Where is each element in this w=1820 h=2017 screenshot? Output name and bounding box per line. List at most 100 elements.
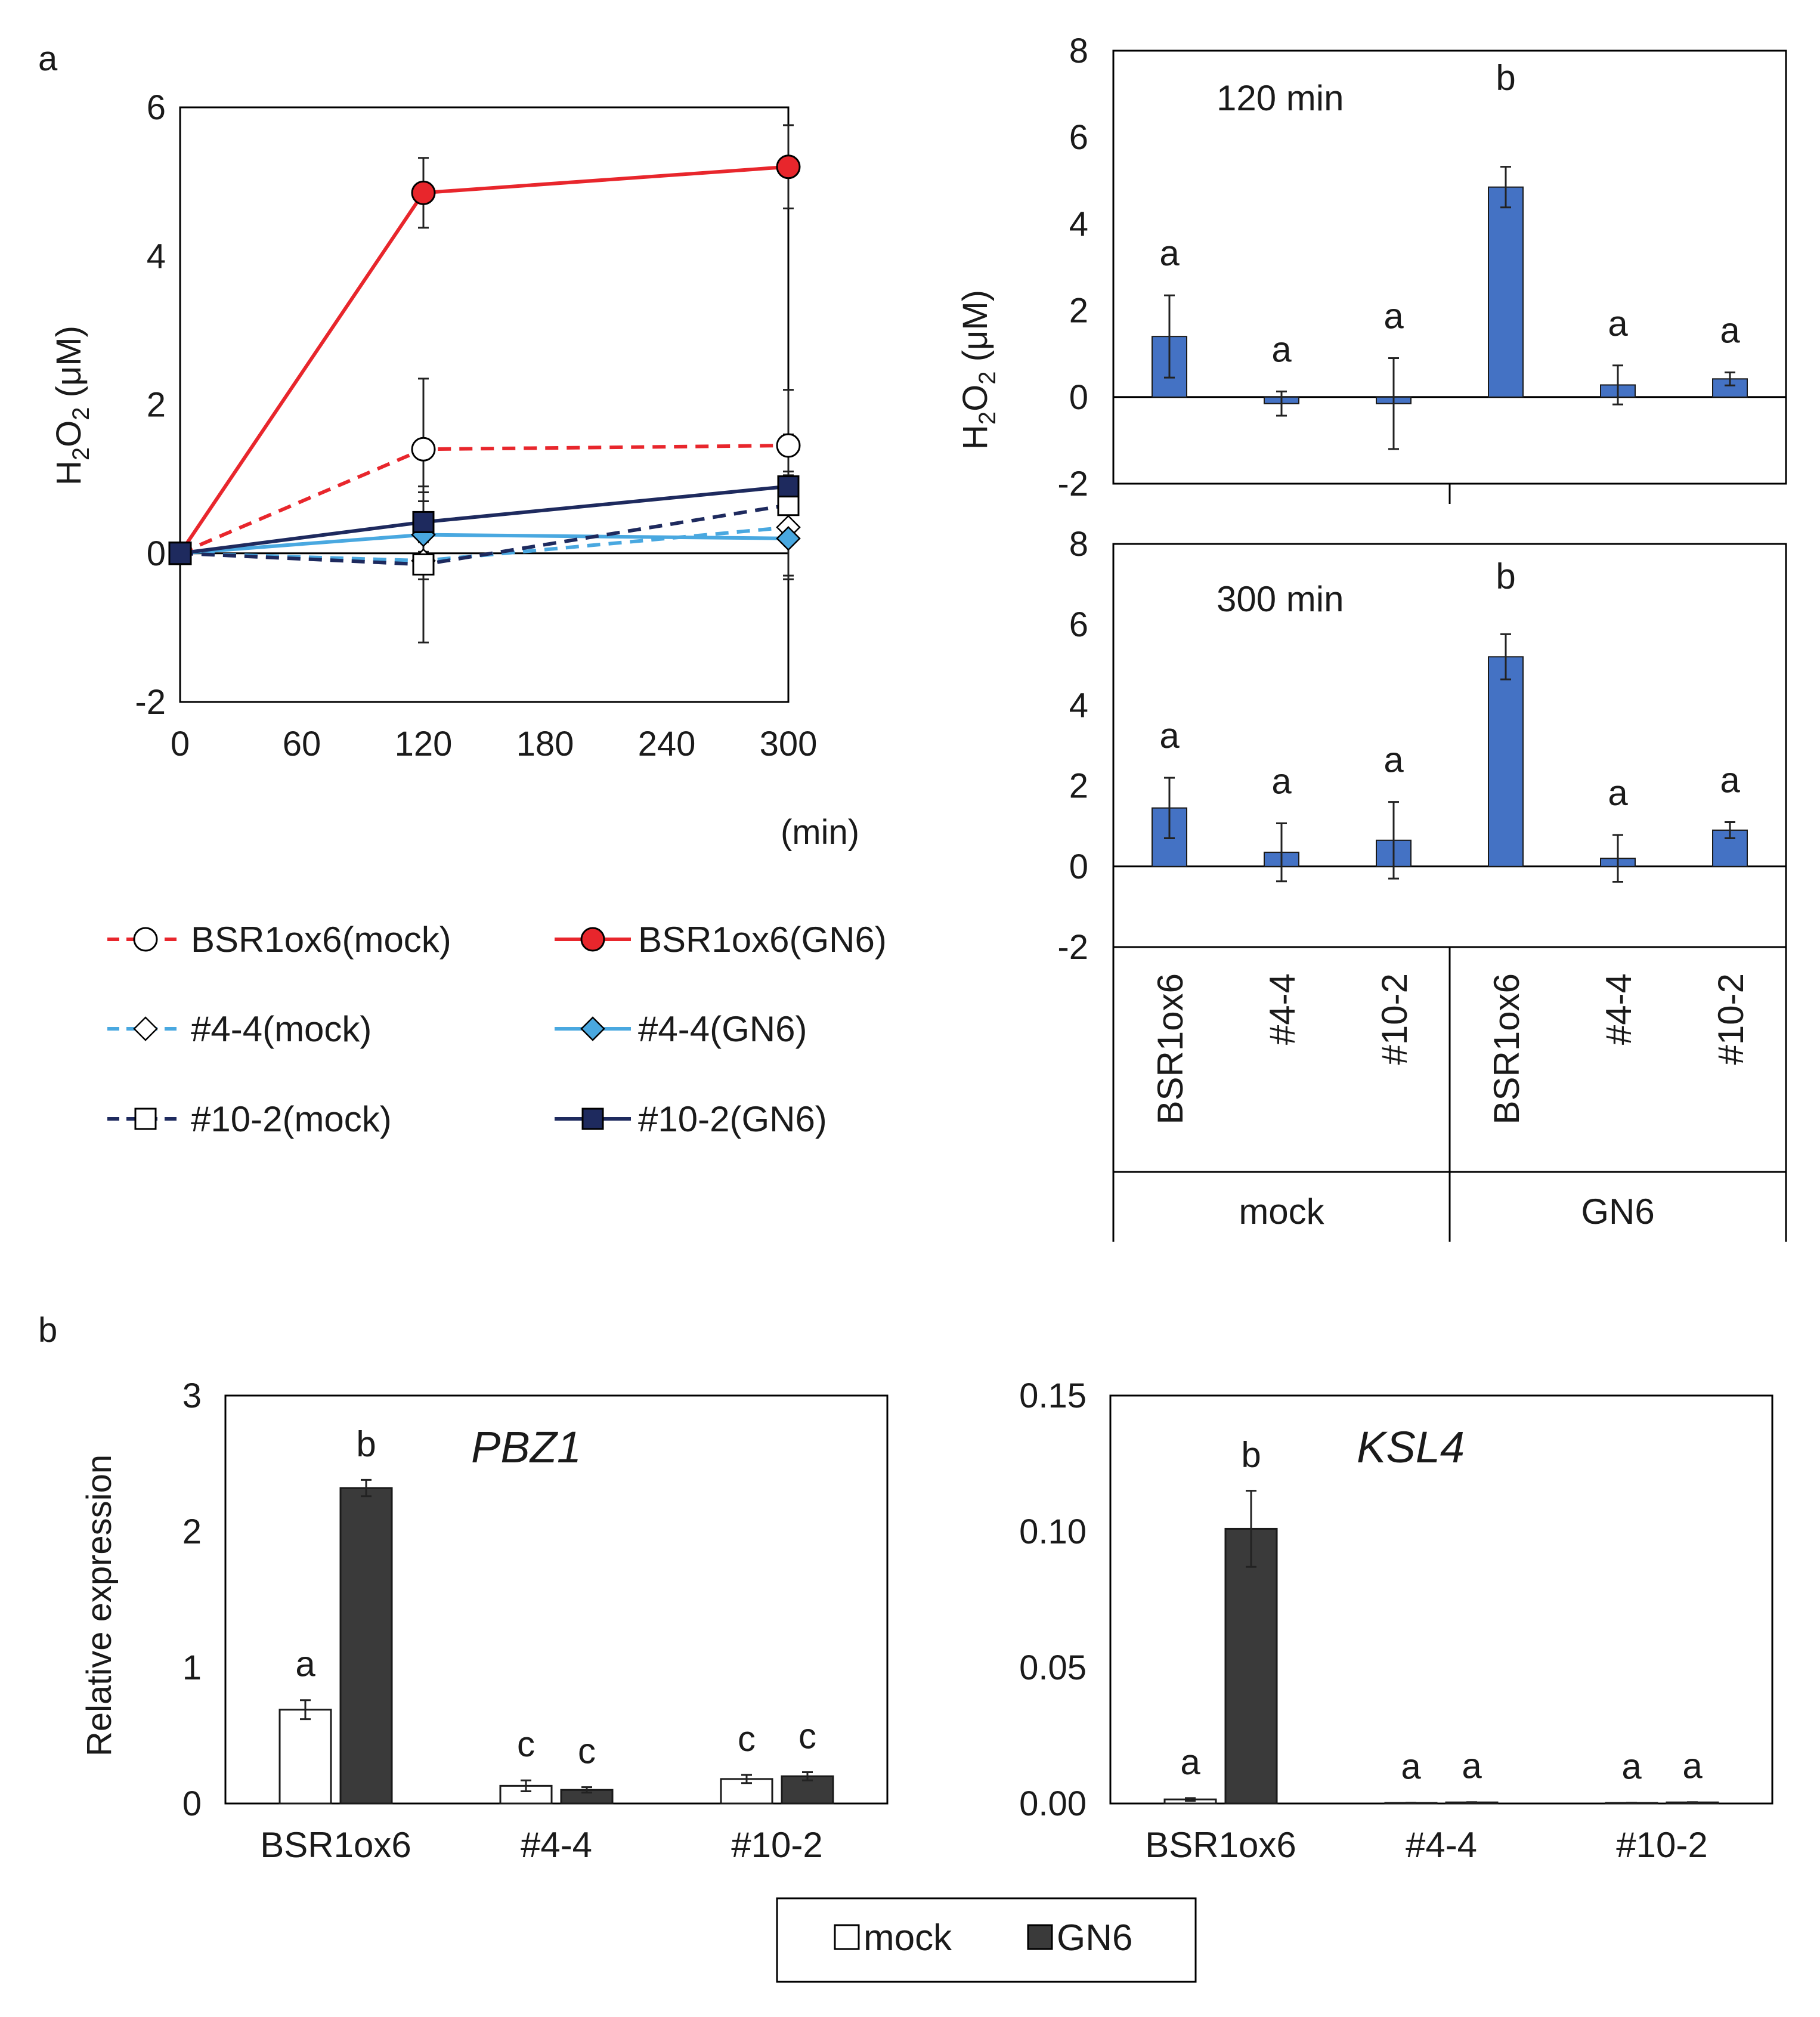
line-point — [776, 433, 801, 458]
expression-legend: mock GN6 — [776, 1897, 1197, 1983]
expr-significance-letter: a — [1682, 1746, 1703, 1786]
expr-significance-letter: a — [1462, 1746, 1482, 1786]
line-point — [411, 437, 436, 462]
expr-significance-letter: b — [1241, 1435, 1261, 1475]
expr-category-label: BSR1ox6 — [260, 1825, 411, 1865]
significance-letter: b — [1496, 556, 1515, 596]
line-y-tick-label: 2 — [147, 386, 166, 425]
bar-y-tick-label: 8 — [1069, 32, 1088, 70]
expr-significance-letter: c — [738, 1719, 756, 1759]
line-x-tick-label: 300 — [760, 725, 818, 763]
line-chart-y-axis-label: H2O2 (μM) — [49, 326, 94, 485]
line-point — [168, 542, 192, 565]
expr-significance-letter: c — [517, 1724, 535, 1764]
expr-significance-letter: a — [1180, 1742, 1200, 1782]
bar — [1488, 656, 1524, 867]
significance-letter: a — [1271, 761, 1292, 801]
category-label: BSR1ox6 — [1150, 973, 1190, 1124]
line-series-3 — [179, 533, 789, 555]
bar-y-tick-label: 2 — [1069, 292, 1088, 330]
line-y-tick-label: -2 — [135, 683, 166, 722]
bar-y-axis-label: H2O2 (μM) — [956, 290, 1001, 450]
expr-significance-letter: a — [1401, 1747, 1421, 1787]
significance-letter: b — [1496, 57, 1515, 97]
significance-letter: a — [1271, 329, 1292, 369]
significance-letter: a — [1383, 296, 1404, 336]
bar-chart-120-title: 120 min — [1217, 78, 1344, 118]
significance-letter: a — [1608, 304, 1628, 344]
legend-label: #4-4(GN6) — [638, 1009, 807, 1049]
expr-y-tick-label: 0.00 — [1019, 1784, 1087, 1823]
bar-chart-300: 300 min -2 0 2 4 6 8 a a a b a a BSR1ox6 #4-4 #10-2 BS… — [1057, 525, 1787, 1242]
line-point — [412, 553, 435, 576]
bar-chart-ksl4-frame — [1109, 1394, 1773, 1805]
expr-category-label: #4-4 — [1406, 1825, 1477, 1865]
line-chart-frame — [179, 106, 790, 703]
expr-y-tick-label: 0.15 — [1019, 1376, 1087, 1415]
line-point — [777, 494, 800, 516]
legend-marker — [133, 927, 158, 952]
expr-y-tick-label: 3 — [182, 1376, 202, 1415]
line-y-tick-label: 6 — [147, 88, 166, 127]
legend-label: #10-2(mock) — [191, 1099, 392, 1139]
panel-label-a: a — [38, 39, 58, 78]
bar-y-tick-label: 6 — [1069, 118, 1088, 157]
line-x-tick-label: 180 — [516, 725, 574, 763]
significance-letter: a — [1159, 233, 1180, 273]
bar-chart-pbz1-frame — [224, 1394, 889, 1805]
expr-y-tick-label: 1 — [182, 1648, 202, 1687]
line-x-tick-label: 240 — [638, 725, 696, 763]
expr-category-label: #10-2 — [1616, 1825, 1707, 1865]
legend-marker — [134, 1108, 157, 1130]
legend-marker — [580, 927, 605, 952]
bar-chart-300-frame — [1112, 543, 1787, 948]
expr-y-tick-label: 0.05 — [1019, 1648, 1087, 1687]
bar-chart-pbz1-title: PBZ1 — [471, 1422, 581, 1472]
expr-y-tick-label: 2 — [182, 1512, 202, 1551]
bar-y-tick-label: 0 — [1069, 847, 1088, 886]
legend-label: BSR1ox6(GN6) — [638, 920, 887, 960]
expr-category-label: BSR1ox6 — [1145, 1825, 1296, 1865]
line-chart-x-axis-label: (min) — [781, 813, 859, 852]
legend-marker — [133, 1016, 158, 1041]
bar-y-tick-label: -2 — [1057, 928, 1088, 967]
group-label-gn6: GN6 — [1581, 1192, 1654, 1232]
line-x-tick-label: 60 — [283, 725, 321, 763]
expr-category-label: #4-4 — [521, 1825, 592, 1865]
significance-letter: a — [1159, 716, 1180, 756]
bar-chart-pbz1-y-axis-label: Relative expression — [80, 1455, 119, 1756]
legend-label: #10-2(GN6) — [638, 1099, 827, 1139]
line-y-tick-label: 0 — [147, 534, 166, 573]
legend-label: BSR1ox6(mock) — [191, 920, 451, 960]
expr-bar-mock — [278, 1709, 332, 1805]
expr-significance-letter: c — [578, 1731, 596, 1771]
bar-y-tick-label: 4 — [1069, 205, 1088, 243]
bar-chart-300-title: 300 min — [1217, 579, 1344, 619]
legend-marker — [580, 1016, 605, 1041]
bar-y-tick-label: -2 — [1057, 465, 1088, 503]
legend-label: #4-4(mock) — [191, 1009, 372, 1049]
significance-letter: a — [1608, 773, 1628, 813]
expr-category-label: #10-2 — [731, 1825, 822, 1865]
bar-y-tick-label: 0 — [1069, 378, 1088, 417]
category-label: #10-2 — [1375, 973, 1414, 1065]
bar-chart-120-frame — [1112, 50, 1787, 485]
expression-legend-frame — [776, 1897, 1197, 1983]
category-label: BSR1ox6 — [1487, 973, 1527, 1124]
expr-bar-GN6 — [1224, 1527, 1278, 1805]
category-label: #4-4 — [1599, 973, 1639, 1045]
line-point — [776, 154, 801, 180]
legend-label-gn6: GN6 — [1057, 1917, 1132, 1959]
bar-y-tick-label: 4 — [1069, 686, 1088, 725]
bar-chart-ksl4-title: KSL4 — [1357, 1422, 1465, 1472]
expr-significance-letter: b — [356, 1424, 376, 1464]
expr-y-tick-label: 0.10 — [1019, 1512, 1087, 1551]
legend-label-mock: mock — [863, 1917, 952, 1959]
legend-swatch-mock — [834, 1924, 860, 1950]
expr-significance-letter: c — [798, 1716, 816, 1756]
panel-label-b: b — [38, 1311, 57, 1350]
bar-y-tick-label: 8 — [1069, 525, 1088, 564]
